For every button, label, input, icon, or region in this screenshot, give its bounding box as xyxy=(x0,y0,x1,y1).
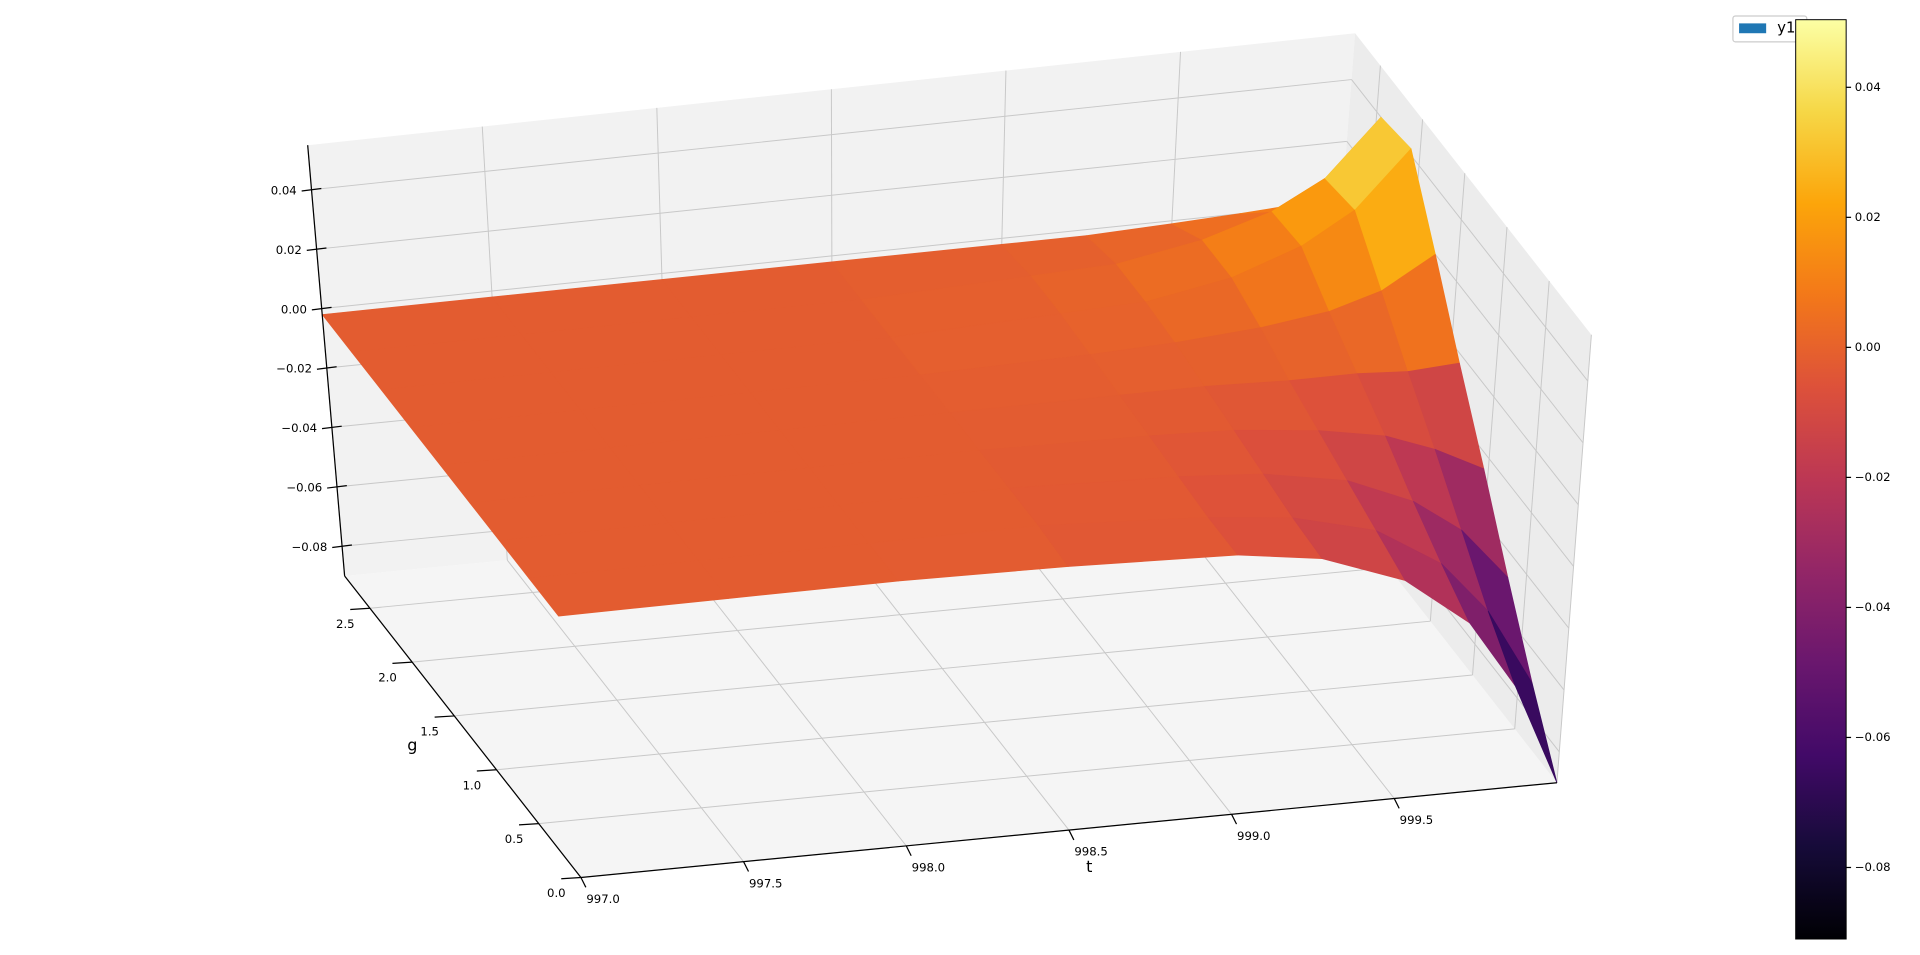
colorbar-tick-label: −0.06 xyxy=(1855,730,1891,744)
colorbar-tick-label: 0.00 xyxy=(1855,340,1881,354)
y-tick-label: 1.5 xyxy=(420,724,439,738)
x-tick-label: 998.0 xyxy=(912,861,945,875)
axis-line xyxy=(580,782,1557,879)
axis-line xyxy=(344,575,582,878)
legend-label: y1 xyxy=(1777,19,1795,36)
x-axis-label: t xyxy=(1086,857,1092,876)
x-tick-label: 998.5 xyxy=(1074,845,1107,859)
axis-line xyxy=(307,145,346,577)
x-tick xyxy=(580,877,587,888)
y-tick-label: 2.0 xyxy=(378,671,397,685)
z-tick-label: −0.04 xyxy=(281,421,317,435)
legend: y1 xyxy=(1732,15,1808,43)
grid-line xyxy=(454,620,1431,717)
y-tick xyxy=(434,715,455,718)
y-tick xyxy=(392,661,413,664)
x-tick-label: 997.0 xyxy=(586,892,619,906)
grid-line xyxy=(311,79,1352,191)
z-tick-label: 0.04 xyxy=(271,184,297,198)
grid-line xyxy=(321,202,1343,310)
x-tick xyxy=(743,861,750,872)
y-tick-label: 0.0 xyxy=(547,886,566,900)
y-tick-label: 1.0 xyxy=(463,778,482,792)
y-axis-label: g xyxy=(407,735,417,754)
x-tick xyxy=(1231,814,1238,825)
colorbar: −0.08 −0.06 −0.04 −0.02 0.00 0.02 0.04 xyxy=(1795,19,1891,940)
grid-line xyxy=(506,559,744,862)
colorbar-tick-label: −0.08 xyxy=(1855,860,1891,874)
surface xyxy=(321,116,1558,784)
y-tick xyxy=(476,769,497,772)
colorbar-tick-label: 0.02 xyxy=(1855,210,1881,224)
x-tick xyxy=(1393,798,1400,809)
axes: 997.0 997.5 998.0 998.5 999.0 999.5 0.0 0.5 1.0 1… xyxy=(271,145,1557,906)
y-tick xyxy=(518,823,539,826)
z-tick-label: −0.02 xyxy=(276,362,312,376)
z-tick-label: −0.06 xyxy=(286,481,322,495)
y-tick-label: 0.5 xyxy=(505,832,524,846)
grid-line xyxy=(316,140,1347,250)
x-tick xyxy=(1068,829,1075,841)
colorbar-tick-label: −0.04 xyxy=(1855,600,1891,614)
z-tick-label: 0.02 xyxy=(276,243,302,257)
grid-line xyxy=(538,728,1515,825)
x-tick-label: 999.5 xyxy=(1400,813,1433,827)
y-tick xyxy=(350,607,370,611)
colorbar-body xyxy=(1795,19,1847,940)
z-tick-label: 0.00 xyxy=(281,302,307,316)
z-tick-label: −0.08 xyxy=(291,540,327,554)
grid-line xyxy=(496,674,1473,771)
colorbar-tick-label: −0.02 xyxy=(1855,470,1891,484)
surface-patch xyxy=(1487,610,1558,784)
x-tick xyxy=(905,845,912,857)
y-tick xyxy=(561,876,581,880)
x-tick-label: 997.5 xyxy=(749,876,782,890)
grid-line xyxy=(1556,334,1592,783)
colorbar-tick-label: 0.04 xyxy=(1855,80,1881,94)
legend-patch xyxy=(1739,23,1767,34)
x-tick-label: 999.0 xyxy=(1237,829,1270,843)
grid-line xyxy=(412,566,1389,663)
y-tick-label: 2.5 xyxy=(336,617,355,631)
